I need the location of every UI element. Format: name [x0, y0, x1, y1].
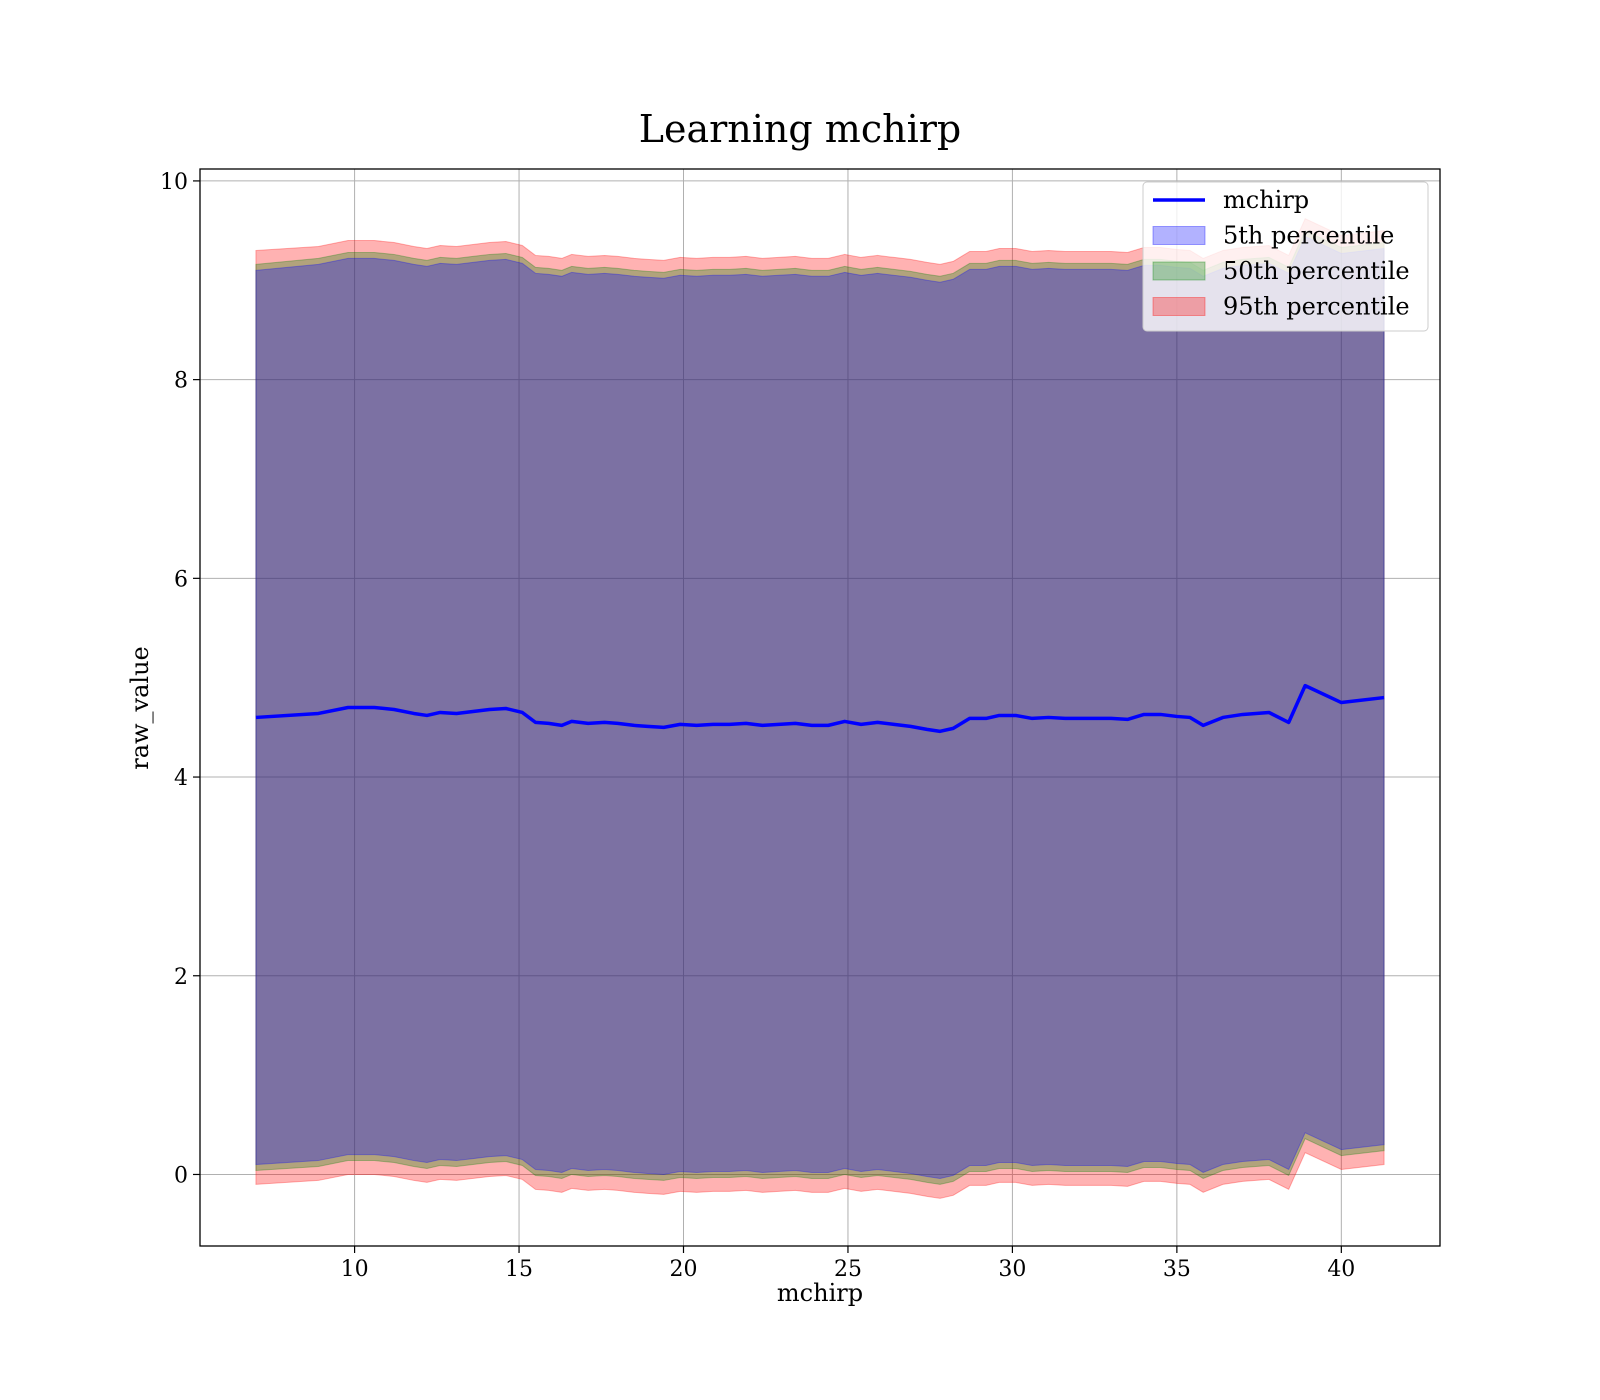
x-tick-label: 30 [998, 1257, 1026, 1282]
x-tick-label: 35 [1163, 1257, 1191, 1282]
y-axis: 0 2 4 6 8 10 [160, 170, 200, 1188]
grid [200, 169, 1440, 1246]
legend-swatch [1152, 297, 1206, 316]
x-axis-label: mchirp [777, 1279, 863, 1307]
y-tick-label: 8 [174, 369, 188, 394]
band-5th-percentile [255, 235, 1385, 1179]
legend-label: mchirp [1223, 186, 1309, 214]
lines [255, 683, 1385, 734]
legend-swatch [1152, 261, 1206, 281]
legend: mchirp 5th percentile 50th percentile 95th … [1142, 181, 1429, 332]
x-tick-label: 10 [341, 1257, 369, 1282]
series-line-mchirp [255, 683, 1385, 734]
band-50th-percentile [255, 229, 1385, 1185]
bands [255, 218, 1385, 1199]
x-axis: 10 15 20 25 30 35 40 [341, 1246, 1355, 1282]
x-tick-label: 25 [834, 1257, 862, 1282]
chart-title: Learning mchirp [639, 107, 961, 151]
plot-frame [199, 168, 1441, 1247]
y-tick-label: 2 [174, 965, 188, 990]
legend-swatch [1152, 226, 1206, 245]
x-tick-label: 15 [505, 1257, 533, 1282]
band-95th-percentile [255, 218, 1385, 1199]
x-tick-label: 20 [670, 1257, 698, 1282]
y-tick-label: 4 [174, 766, 188, 791]
y-tick-label: 0 [174, 1163, 188, 1188]
y-axis-label: raw_value [126, 646, 154, 770]
legend-label: 95th percentile [1223, 293, 1410, 321]
x-tick-label: 40 [1327, 1257, 1355, 1282]
legend-label: 5th percentile [1223, 222, 1394, 250]
legend-label: 50th percentile [1223, 257, 1410, 285]
y-tick-label: 6 [174, 567, 188, 592]
legend-box [1142, 181, 1429, 332]
y-tick-label: 10 [160, 170, 188, 195]
